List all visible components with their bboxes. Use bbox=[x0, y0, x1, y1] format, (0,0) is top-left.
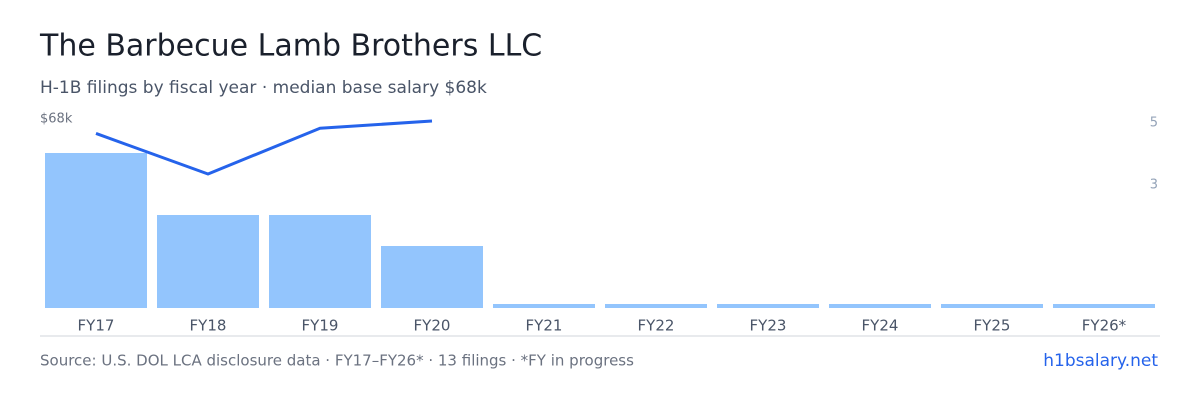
bar bbox=[381, 246, 483, 308]
y2-tick-label: $68k bbox=[40, 112, 73, 127]
bar bbox=[45, 153, 147, 308]
y-tick-label: 3 bbox=[1150, 178, 1158, 193]
source-note: Source: U.S. DOL LCA disclosure data · F… bbox=[40, 352, 634, 370]
x-tick-label: FY20 bbox=[414, 317, 451, 335]
bar bbox=[157, 215, 259, 308]
bar-track bbox=[1053, 304, 1155, 308]
x-tick-label: FY25 bbox=[974, 317, 1011, 335]
chart-subtitle: H-1B filings by fiscal year · median bas… bbox=[40, 78, 487, 98]
bar-track bbox=[605, 304, 707, 308]
x-tick-label: FY18 bbox=[190, 317, 227, 335]
x-tick-label: FY19 bbox=[302, 317, 339, 335]
x-tick-label: FY17 bbox=[78, 317, 115, 335]
bar-track bbox=[493, 304, 595, 308]
bar-track bbox=[829, 304, 931, 308]
site-link[interactable]: h1bsalary.net bbox=[1043, 351, 1158, 371]
salary-line bbox=[95, 119, 433, 176]
x-tick-label: FY24 bbox=[862, 317, 899, 335]
chart-title: The Barbecue Lamb Brothers LLC bbox=[39, 29, 542, 64]
bar bbox=[269, 215, 371, 308]
x-tick-label: FY21 bbox=[526, 317, 563, 335]
bar-track bbox=[941, 304, 1043, 308]
x-tick-label: FY23 bbox=[750, 317, 787, 335]
y-tick-label: 5 bbox=[1150, 116, 1158, 131]
x-tick-label: FY26* bbox=[1082, 317, 1127, 335]
x-tick-label: FY22 bbox=[638, 317, 675, 335]
bar-track bbox=[717, 304, 819, 308]
